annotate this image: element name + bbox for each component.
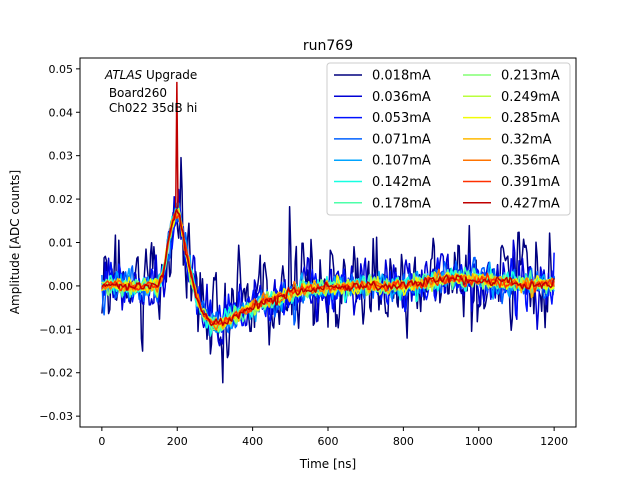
legend-item: 0.107mA bbox=[334, 154, 431, 169]
board-label: Board260 bbox=[105, 86, 167, 100]
legend-item: 0.285mA bbox=[463, 111, 560, 126]
legend-item: 0.213mA bbox=[463, 69, 560, 84]
x-tick-label: 1200 bbox=[540, 435, 568, 448]
legend-item: 0.018mA bbox=[334, 69, 431, 84]
x-tick-label: 0 bbox=[98, 435, 105, 448]
legend-label: 0.356mA bbox=[501, 154, 560, 169]
legend-item: 0.391mA bbox=[463, 175, 560, 190]
y-tick-label: 0.05 bbox=[49, 63, 74, 76]
legend-label: 0.32mA bbox=[501, 132, 552, 147]
legend-label: 0.285mA bbox=[501, 111, 560, 126]
legend-label: 0.053mA bbox=[372, 111, 431, 126]
legend-item: 0.178mA bbox=[334, 196, 431, 211]
svg-text:ATLAS Upgrade: ATLAS Upgrade bbox=[104, 68, 197, 82]
legend-item: 0.32mA bbox=[463, 132, 552, 147]
y-tick-label: −0.01 bbox=[39, 323, 73, 336]
legend-label: 0.391mA bbox=[501, 175, 560, 190]
legend-item: 0.036mA bbox=[334, 90, 431, 105]
series-layer bbox=[101, 81, 555, 384]
legend-label: 0.036mA bbox=[372, 90, 431, 105]
legend: 0.018mA 0.036mA 0.053mA 0.071mA 0.107mA 0.142… bbox=[326, 62, 571, 216]
legend-item: 0.427mA bbox=[463, 196, 560, 211]
x-tick-label: 200 bbox=[167, 435, 188, 448]
series-line-0.391mA bbox=[101, 213, 555, 326]
series-line-0.427mA bbox=[101, 208, 555, 327]
y-tick-label: 0.00 bbox=[49, 280, 74, 293]
signal-spike bbox=[174, 81, 179, 208]
legend-label: 0.107mA bbox=[372, 154, 431, 169]
y-axis-label: Amplitude [ADC counts] bbox=[8, 170, 22, 314]
legend-label: 0.427mA bbox=[501, 196, 560, 211]
x-tick-label: 800 bbox=[393, 435, 414, 448]
upgrade-label: Upgrade bbox=[142, 68, 197, 82]
legend-label: 0.213mA bbox=[501, 69, 560, 84]
y-tick-label: −0.02 bbox=[39, 367, 73, 380]
legend-label: 0.142mA bbox=[372, 175, 431, 190]
y-tick-label: −0.03 bbox=[39, 410, 73, 423]
y-tick-label: 0.01 bbox=[49, 237, 74, 250]
y-tick-label: 0.04 bbox=[49, 106, 74, 119]
legend-frame bbox=[326, 62, 571, 216]
channel-label: Ch022 35dB hi bbox=[105, 101, 197, 115]
legend-item: 0.249mA bbox=[463, 90, 560, 105]
legend-label: 0.178mA bbox=[372, 196, 431, 211]
legend-label: 0.071mA bbox=[372, 132, 431, 147]
x-axis: 0 200 400 600 800 1000 1200 bbox=[98, 427, 568, 448]
legend-item: 0.053mA bbox=[334, 111, 431, 126]
atlas-annotation: ATLAS Upgrade Board260 Ch022 35dB hi bbox=[104, 68, 197, 115]
y-axis: −0.03 −0.02 −0.01 0.00 0.01 0.02 0.03 0.04 0.05 bbox=[39, 63, 80, 423]
legend-label: 0.249mA bbox=[501, 90, 560, 105]
y-tick-label: 0.03 bbox=[49, 150, 74, 163]
chart-title: run769 bbox=[303, 38, 353, 54]
y-tick-label: 0.02 bbox=[49, 193, 74, 206]
legend-item: 0.356mA bbox=[463, 154, 560, 169]
x-tick-label: 600 bbox=[318, 435, 339, 448]
x-axis-label: Time [ns] bbox=[299, 457, 356, 471]
legend-label: 0.018mA bbox=[372, 69, 431, 84]
x-tick-label: 1000 bbox=[465, 435, 493, 448]
legend-item: 0.071mA bbox=[334, 132, 431, 147]
x-tick-label: 400 bbox=[242, 435, 263, 448]
legend-item: 0.142mA bbox=[334, 175, 431, 190]
atlas-label: ATLAS bbox=[104, 68, 143, 82]
